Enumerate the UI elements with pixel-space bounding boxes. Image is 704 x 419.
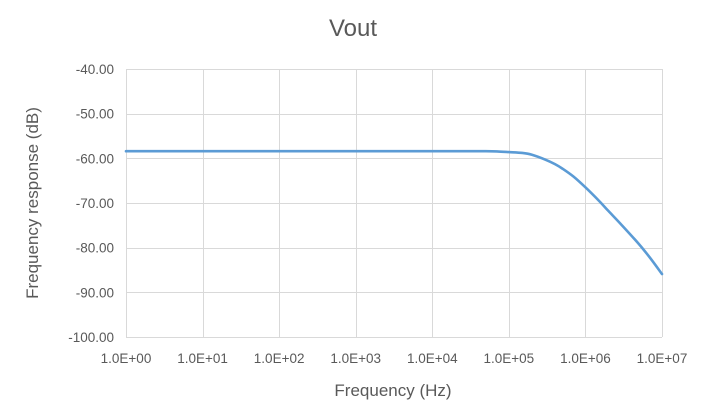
x-tick-label: 1.0E+00 — [101, 351, 152, 366]
y-tick-label: -80.00 — [76, 241, 114, 256]
x-tick-label: 1.0E+01 — [177, 351, 228, 366]
series-layer — [124, 149, 664, 276]
x-tick-label: 1.0E+07 — [637, 351, 688, 366]
y-tick-label: -70.00 — [76, 196, 114, 211]
chart-title: Vout — [329, 15, 377, 42]
x-tick-label: 1.0E+04 — [407, 351, 458, 366]
grid — [126, 69, 663, 338]
x-tick-label: 1.0E+02 — [254, 351, 305, 366]
x-axis-label: Frequency (Hz) — [334, 381, 451, 400]
series-line — [124, 149, 664, 276]
y-tick-label: -100.00 — [68, 330, 114, 345]
x-tick-label: 1.0E+06 — [560, 351, 611, 366]
x-tick-label: 1.0E+05 — [484, 351, 535, 366]
y-axis-label: Frequency response (dB) — [23, 107, 42, 299]
y-tick-label: -90.00 — [76, 285, 114, 300]
x-tick-label: 1.0E+03 — [330, 351, 381, 366]
y-axis-ticks: -40.00 -50.00 -60.00 -70.00 -80.00 -90.00 -100… — [68, 62, 114, 345]
y-tick-label: -50.00 — [76, 107, 114, 122]
x-axis-ticks: 1.0E+00 1.0E+01 1.0E+02 1.0E+03 1.0E+04 1.0E+… — [101, 351, 688, 366]
y-tick-label: -40.00 — [76, 62, 114, 77]
y-tick-label: -60.00 — [76, 151, 114, 166]
